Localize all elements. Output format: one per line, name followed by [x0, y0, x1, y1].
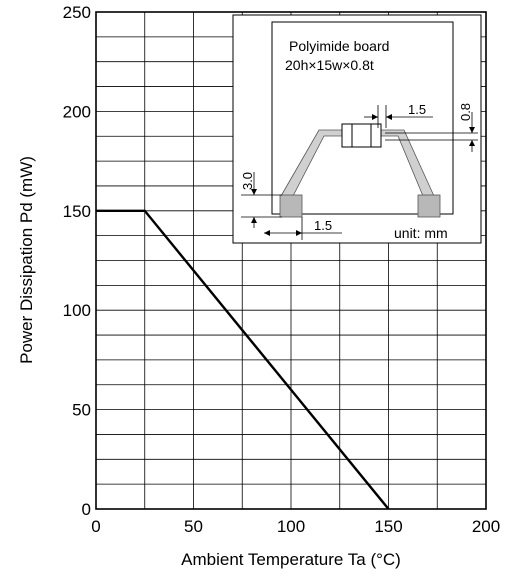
- y-tick-label: 0: [82, 500, 91, 519]
- derating-curve-line: [96, 209, 390, 510]
- component-body: [341, 123, 382, 148]
- unit-label: unit: mm: [394, 225, 448, 241]
- y-tick-label: 50: [72, 401, 91, 420]
- dim-arrowhead: [251, 189, 257, 195]
- dim-pad-width: 1.5: [314, 218, 332, 233]
- left-pad: [279, 194, 303, 218]
- x-tick-label: 150: [374, 517, 402, 536]
- dim-arrowhead: [296, 230, 302, 236]
- x-tick-label: 50: [184, 517, 203, 536]
- y-tick-label: 200: [63, 102, 91, 121]
- x-tick-label: 100: [277, 517, 305, 536]
- x-axis-label: Ambient Temperature Ta (°C): [181, 550, 401, 569]
- dim-arrowhead: [469, 140, 475, 146]
- y-tick-label: 150: [63, 202, 91, 221]
- inset-title: Polyimide board: [289, 38, 389, 54]
- series-layer: [96, 209, 390, 510]
- dim-height: 3.0: [240, 172, 255, 190]
- dim-thickness: 0.8: [458, 103, 473, 121]
- dim-arrowhead: [372, 114, 378, 120]
- right-pad: [417, 194, 441, 218]
- y-axis-label: Power Dissipation Pd (mW): [17, 156, 36, 364]
- dim-arrowhead: [264, 230, 270, 236]
- y-tick-label: 250: [63, 3, 91, 22]
- x-tick-label: 200: [472, 517, 500, 536]
- board-inset: Polyimide board 20h×15w×0.8t 1.5 0.8: [232, 14, 482, 244]
- plot-frame: [95, 11, 487, 510]
- dim-arrowhead: [251, 217, 257, 223]
- y-tick-labels: 0 50 100 150 200 250: [63, 3, 91, 519]
- y-tick-label: 100: [63, 301, 91, 320]
- dim-arrowhead: [469, 127, 475, 133]
- x-tick-labels: 0 50 100 150 200: [91, 517, 500, 536]
- dim-arrowhead: [386, 114, 392, 120]
- dim-pad-spacing: 1.5: [408, 102, 426, 117]
- board-outline: [271, 21, 454, 215]
- inset-board-size: 20h×15w×0.8t: [285, 57, 374, 73]
- x-tick-label: 0: [91, 517, 100, 536]
